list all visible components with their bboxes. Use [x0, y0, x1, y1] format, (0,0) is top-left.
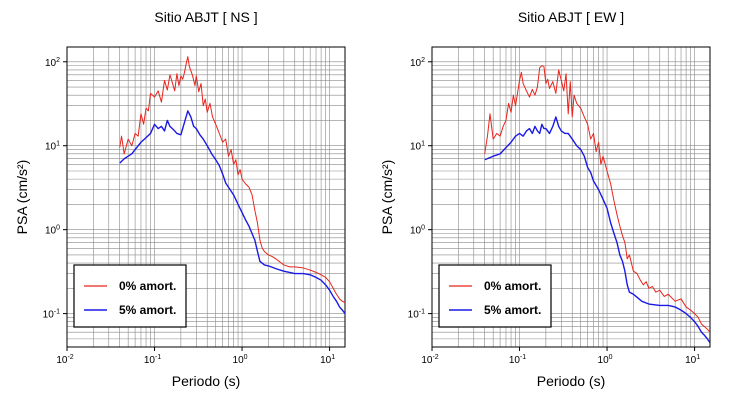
x-tick-label: 10-1: [509, 354, 526, 366]
x-tick-base: 10: [509, 355, 521, 366]
y-tick-base: 10: [45, 58, 57, 69]
chart-title: Sitio ABJT [ NS ]: [154, 9, 257, 25]
legend-box: [73, 264, 187, 328]
x-tick-base: 10: [320, 355, 332, 366]
y-tick-label: 101: [410, 141, 425, 153]
x-tick-label: 10-2: [421, 354, 438, 366]
y-tick-label: 102: [410, 57, 425, 69]
x-tick-label: 101: [320, 354, 335, 366]
y-tick-exponent: 2: [421, 57, 425, 64]
x-tick-base: 10: [56, 355, 68, 366]
x-tick-exponent: -1: [155, 354, 161, 361]
chart-title: Sitio ABJT [ EW ]: [518, 9, 624, 25]
series-line-five-damping: [484, 116, 710, 344]
x-tick-exponent: -2: [67, 354, 73, 361]
y-tick-base: 10: [43, 310, 55, 321]
y-tick-base: 10: [410, 142, 422, 153]
x-tick-label: 100: [598, 354, 613, 366]
y-tick-label: 101: [45, 141, 60, 153]
x-tick-exponent: -1: [520, 354, 526, 361]
x-tick-base: 10: [421, 355, 433, 366]
series-line-zero-damping: [484, 65, 710, 333]
y-tick-label: 102: [45, 57, 60, 69]
chart-panel-2: Sitio ABJT [ EW ]10-2 10-1 100 10110-110010…: [379, 9, 711, 389]
chart-panel-1: Sitio ABJT [ NS ]10-2 10-1 100 10110-110010…: [14, 9, 346, 389]
legend-box: [438, 264, 552, 328]
y-tick-base: 10: [408, 310, 420, 321]
y-tick-exponent: 2: [56, 57, 60, 64]
legend-label: 5% amort.: [484, 303, 541, 317]
series-line-five-damping: [119, 110, 345, 315]
x-axis-label: Periodo (s): [537, 373, 605, 389]
x-tick-base: 10: [144, 355, 156, 366]
x-tick-exponent: -2: [432, 354, 438, 361]
x-tick-exponent: 1: [331, 354, 335, 361]
x-tick-label: 10-1: [144, 354, 161, 366]
x-axis-label: Periodo (s): [172, 373, 240, 389]
legend-label: 0% amort.: [484, 279, 541, 293]
series-line-zero-damping: [119, 56, 345, 304]
plot-frame: [66, 46, 346, 348]
y-tick-base: 10: [45, 226, 57, 237]
x-tick-exponent: 0: [609, 354, 613, 361]
y-axis-label: PSA (cm/s²): [14, 160, 30, 235]
y-tick-exponent: 0: [421, 225, 425, 232]
x-tick-base: 10: [685, 355, 697, 366]
x-tick-label: 100: [233, 354, 248, 366]
y-tick-base: 10: [410, 226, 422, 237]
x-tick-base: 10: [598, 355, 610, 366]
x-tick-label: 10-2: [56, 354, 73, 366]
y-tick-label: 100: [45, 225, 60, 237]
x-tick-exponent: 0: [244, 354, 248, 361]
x-tick-base: 10: [233, 355, 245, 366]
y-tick-base: 10: [410, 58, 422, 69]
y-tick-exponent: -1: [419, 309, 425, 316]
x-tick-label: 101: [685, 354, 700, 366]
plot-frame: [431, 46, 711, 348]
y-tick-exponent: 1: [421, 141, 425, 148]
y-tick-label: 100: [410, 225, 425, 237]
y-tick-exponent: 1: [56, 141, 60, 148]
legend-label: 5% amort.: [119, 303, 176, 317]
legend-label: 0% amort.: [119, 279, 176, 293]
y-axis-label: PSA (cm/s²): [379, 160, 395, 235]
x-tick-exponent: 1: [696, 354, 700, 361]
y-tick-label: 10-1: [43, 309, 60, 321]
y-tick-base: 10: [45, 142, 57, 153]
y-tick-label: 10-1: [408, 309, 425, 321]
y-tick-exponent: 0: [56, 225, 60, 232]
y-tick-exponent: -1: [54, 309, 60, 316]
